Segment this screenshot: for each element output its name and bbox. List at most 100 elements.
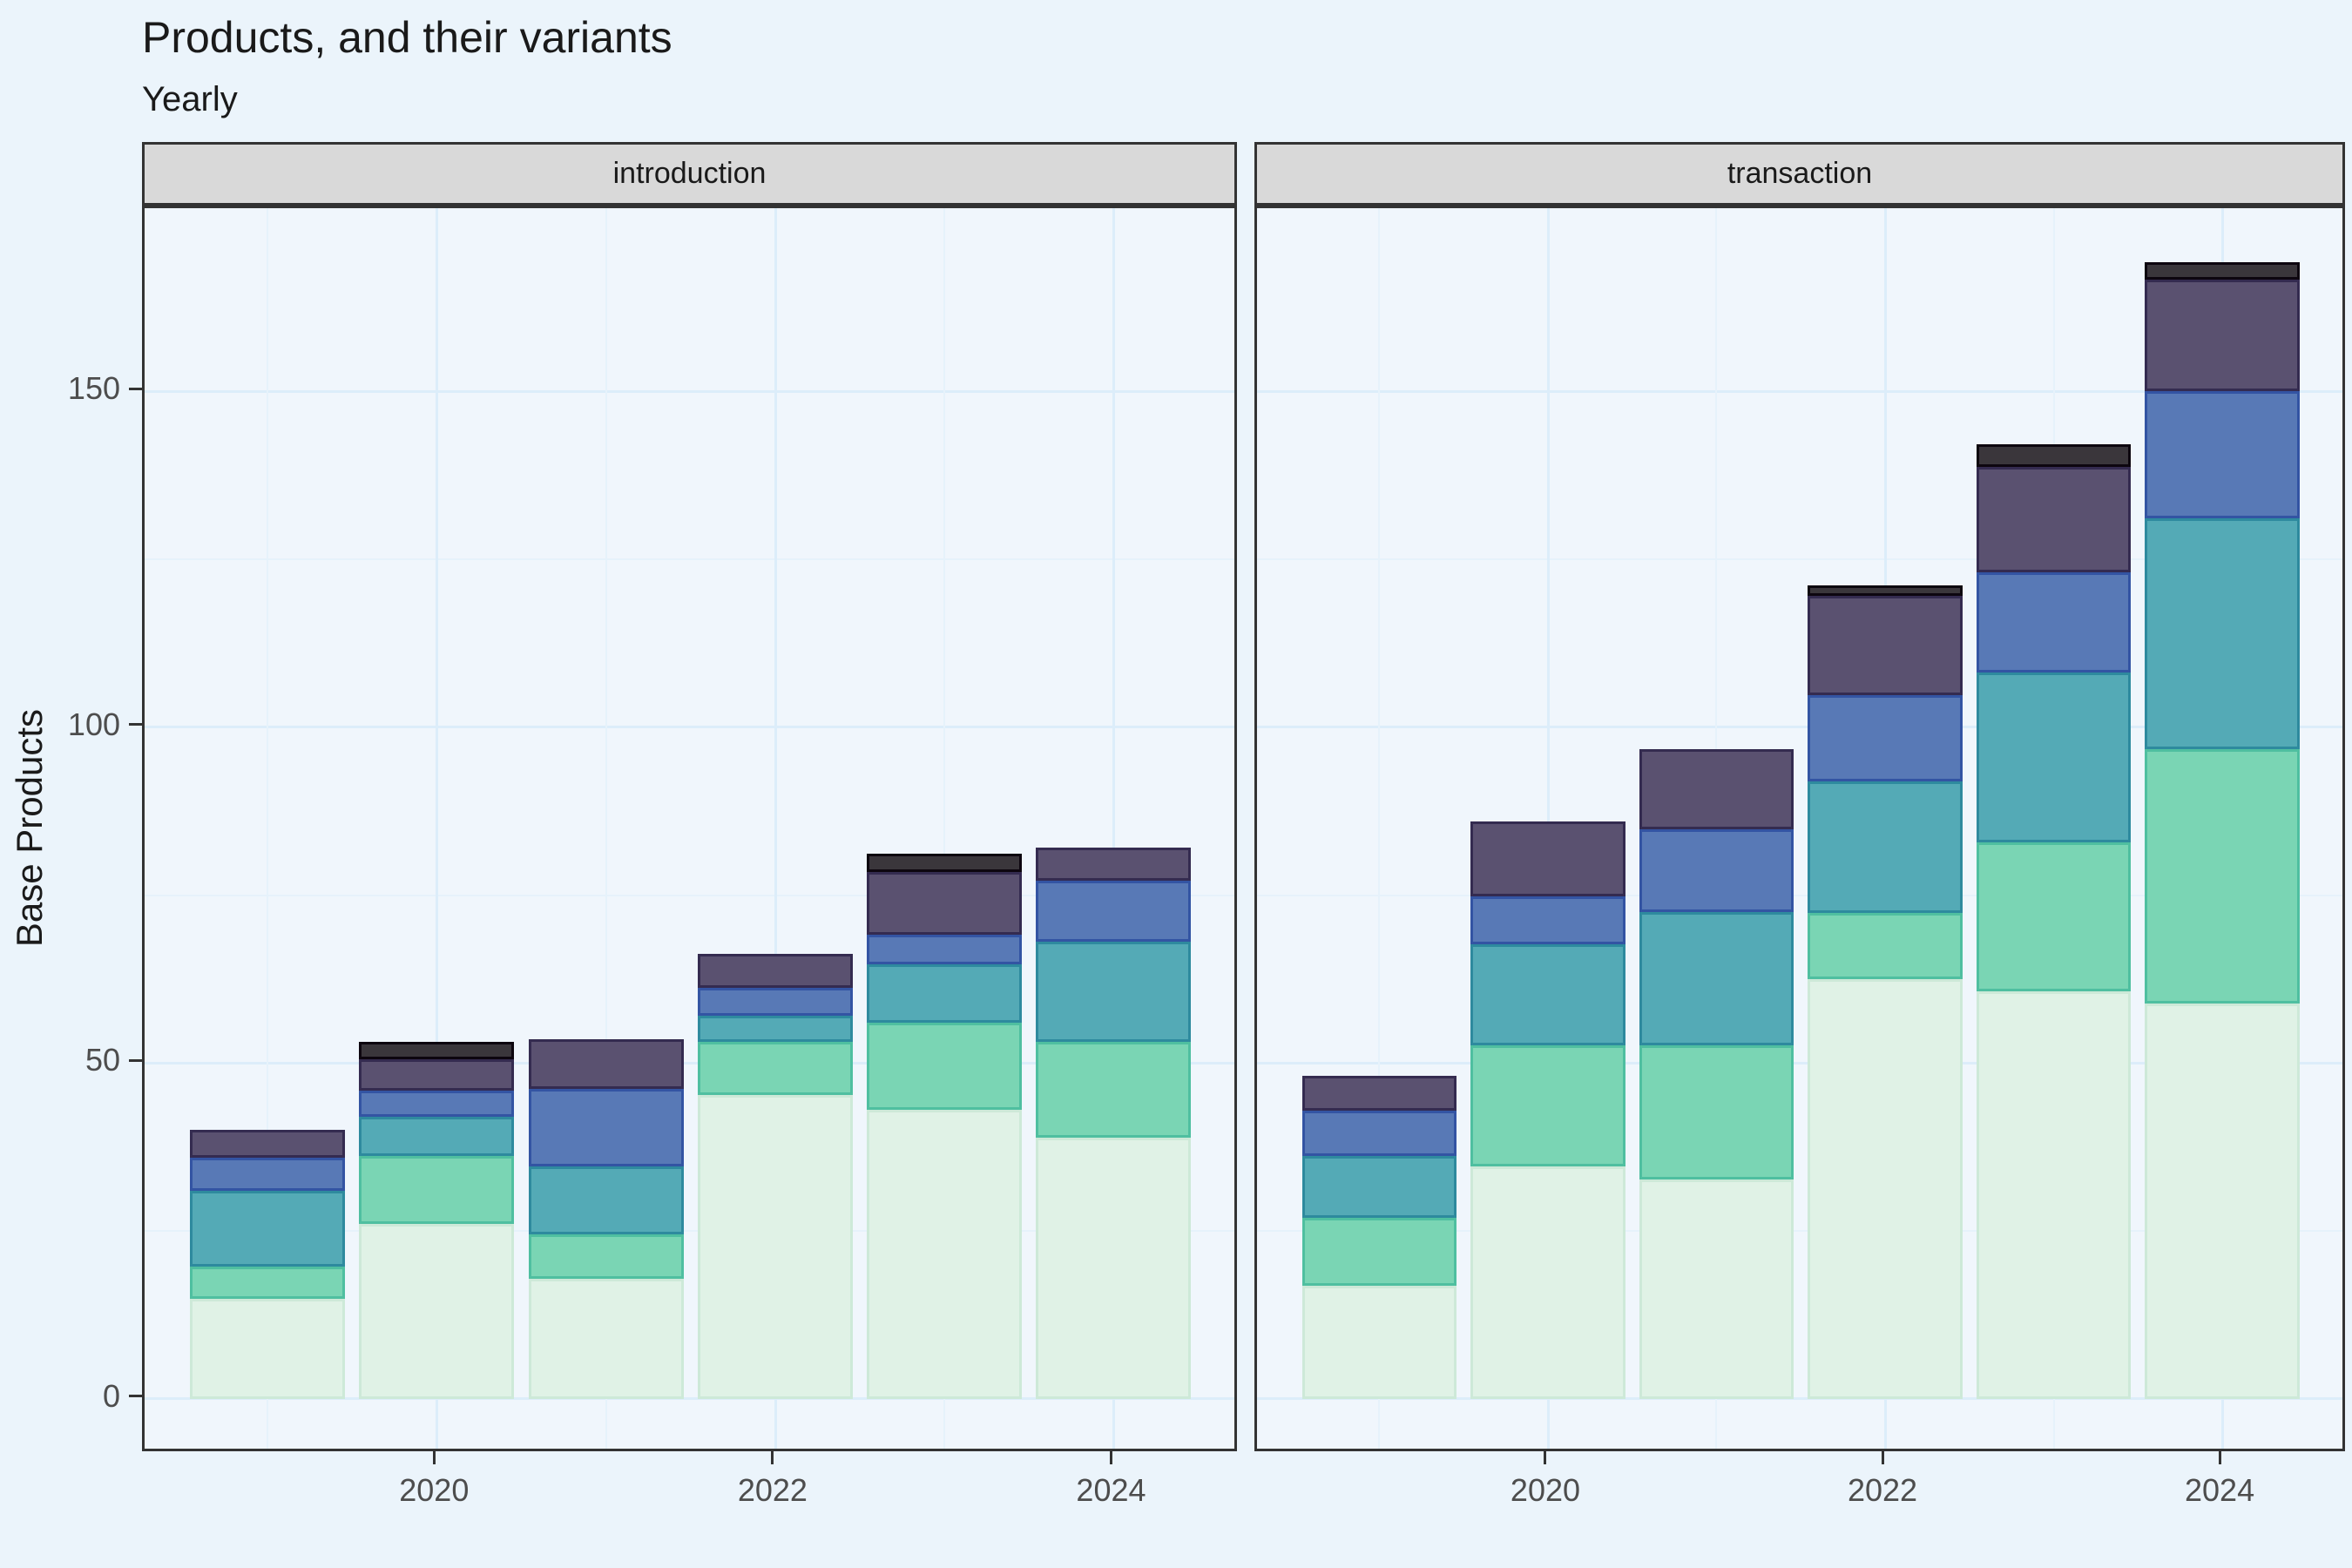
y-axis-title: Base Products	[9, 709, 50, 948]
bar-introduction-2024-variant-1-base	[1036, 1137, 1192, 1399]
bar-transaction-2023-variant-4-blue	[1976, 571, 2132, 673]
x-tick-2024	[1109, 1451, 1112, 1464]
gridline-minor-y75	[1257, 894, 2342, 896]
bar-introduction-2020-variant-3-teal	[359, 1117, 515, 1156]
bar-introduction-2023-variant-5-purple	[867, 871, 1023, 936]
chart-title: Products, and their variants	[142, 13, 672, 62]
facet-strip-label: introduction	[612, 157, 767, 190]
y-tick-50	[129, 1058, 142, 1062]
bar-transaction-2020-variant-2-green	[1470, 1044, 1625, 1167]
gridline-x-2024	[1112, 208, 1116, 1449]
y-tick-0	[129, 1395, 142, 1398]
bar-introduction-2021-variant-1-base	[528, 1278, 684, 1399]
bar-introduction-2024-variant-4-blue	[1036, 881, 1192, 942]
bar-transaction-2024-variant-5-purple	[2145, 279, 2300, 391]
bar-transaction-2021-variant-4-blue	[1639, 829, 1794, 912]
bar-transaction-2022-variant-2-green	[1808, 912, 1963, 979]
bar-introduction-2021-variant-5-purple	[528, 1039, 684, 1089]
bar-introduction-2024-variant-3-teal	[1036, 941, 1192, 1043]
x-tick-label-2020: 2020	[399, 1472, 470, 1508]
y-tick-label-50: 50	[84, 1042, 120, 1078]
gridline-minor-y25	[145, 1230, 1234, 1233]
bar-introduction-2019-variant-4-blue	[190, 1158, 345, 1191]
bar-introduction-2022-variant-2-green	[697, 1042, 853, 1095]
plot-panel-transaction	[1254, 206, 2345, 1451]
bar-introduction-2021-variant-4-blue	[528, 1088, 684, 1167]
gridline-x-2019	[1378, 208, 1381, 1449]
bar-transaction-2019-variant-4-blue	[1301, 1111, 1457, 1157]
bar-transaction-2022-variant-4-blue	[1808, 694, 1963, 781]
bar-introduction-2022-variant-4-blue	[697, 988, 853, 1016]
bar-transaction-2024-variant-1-base	[2145, 1003, 2300, 1399]
bar-transaction-2023-variant-6-black	[1976, 444, 2132, 467]
chart-subtitle: Yearly	[142, 80, 238, 118]
bar-introduction-2023-variant-3-teal	[867, 964, 1023, 1024]
x-tick-2020	[1544, 1451, 1547, 1464]
bar-transaction-2023-variant-5-purple	[1976, 466, 2132, 572]
bar-introduction-2022-variant-3-teal	[697, 1015, 853, 1043]
bar-introduction-2024-variant-2-green	[1036, 1042, 1192, 1138]
bar-transaction-2023-variant-1-base	[1976, 990, 2132, 1399]
bar-introduction-2023-variant-1-base	[867, 1109, 1023, 1399]
bar-introduction-2022-variant-1-base	[697, 1094, 853, 1399]
x-tick-2024	[2218, 1451, 2221, 1464]
bar-transaction-2020-variant-5-purple	[1470, 821, 1625, 897]
bar-introduction-2019-variant-5-purple	[190, 1129, 345, 1159]
bar-transaction-2024-variant-3-teal	[2145, 518, 2300, 749]
bar-transaction-2022-variant-6-black	[1808, 585, 1963, 596]
bar-introduction-2019-variant-3-teal	[190, 1190, 345, 1267]
gridline-major-y150	[1257, 389, 2342, 393]
bar-transaction-2022-variant-1-base	[1808, 978, 1963, 1399]
bar-transaction-2019-variant-3-teal	[1301, 1156, 1457, 1218]
y-tick-label-150: 150	[67, 370, 120, 407]
bar-introduction-2023-variant-4-blue	[867, 935, 1023, 964]
bar-transaction-2019-variant-1-base	[1301, 1285, 1457, 1399]
bar-transaction-2021-variant-5-purple	[1639, 748, 1794, 830]
facet-strip-introduction: introduction	[142, 142, 1237, 206]
gridline-x-2020	[436, 208, 439, 1449]
gridline-major-y50	[1257, 1061, 2342, 1064]
bar-transaction-2021-variant-2-green	[1639, 1044, 1794, 1179]
facet-strip-label: transaction	[1727, 157, 1873, 190]
bar-transaction-2019-variant-5-purple	[1301, 1075, 1457, 1112]
bar-transaction-2021-variant-3-teal	[1639, 911, 1794, 1045]
x-tick-label-2022: 2022	[1847, 1472, 1918, 1508]
gridline-major-y150	[145, 389, 1234, 393]
y-tick-label-0: 0	[102, 1377, 120, 1414]
gridline-major-y100	[1257, 726, 2342, 729]
bar-introduction-2024-variant-5-purple	[1036, 847, 1192, 882]
gridline-major-y100	[145, 726, 1234, 729]
bar-introduction-2020-variant-1-base	[359, 1224, 515, 1399]
bar-introduction-2023-variant-2-green	[867, 1023, 1023, 1110]
x-tick-label-2020: 2020	[1510, 1472, 1581, 1508]
bar-transaction-2020-variant-3-teal	[1470, 943, 1625, 1045]
x-tick-label-2022: 2022	[737, 1472, 808, 1508]
bar-transaction-2022-variant-3-teal	[1808, 781, 1963, 913]
bar-introduction-2020-variant-6-black	[359, 1041, 515, 1059]
bar-introduction-2020-variant-5-purple	[359, 1058, 515, 1091]
gridline-x-2023	[943, 208, 946, 1449]
gridline-minor-y25	[1257, 1230, 2342, 1233]
gridline-major-y0	[1257, 1397, 2342, 1401]
gridline-minor-y125	[145, 558, 1234, 561]
x-tick-2020	[432, 1451, 436, 1464]
y-tick-150	[129, 387, 142, 390]
gridline-major-y0	[145, 1397, 1234, 1401]
bar-transaction-2019-variant-2-green	[1301, 1217, 1457, 1286]
bar-transaction-2024-variant-6-black	[2145, 262, 2300, 280]
bar-transaction-2021-variant-1-base	[1639, 1179, 1794, 1399]
bar-transaction-2020-variant-1-base	[1470, 1166, 1625, 1399]
gridline-x-2022	[774, 208, 777, 1449]
gridline-x-2019	[267, 208, 268, 1449]
y-tick-100	[129, 723, 142, 727]
bar-transaction-2024-variant-4-blue	[2145, 390, 2300, 519]
bar-introduction-2020-variant-4-blue	[359, 1090, 515, 1117]
gridline-x-2021	[605, 208, 607, 1449]
x-tick-label-2024: 2024	[1076, 1472, 1146, 1508]
y-tick-label-100: 100	[67, 706, 120, 742]
facet-strip-transaction: transaction	[1254, 142, 2345, 206]
bar-transaction-2024-variant-2-green	[2145, 748, 2300, 1004]
bar-introduction-2019-variant-1-base	[190, 1298, 345, 1399]
x-tick-label-2024: 2024	[2185, 1472, 2255, 1508]
